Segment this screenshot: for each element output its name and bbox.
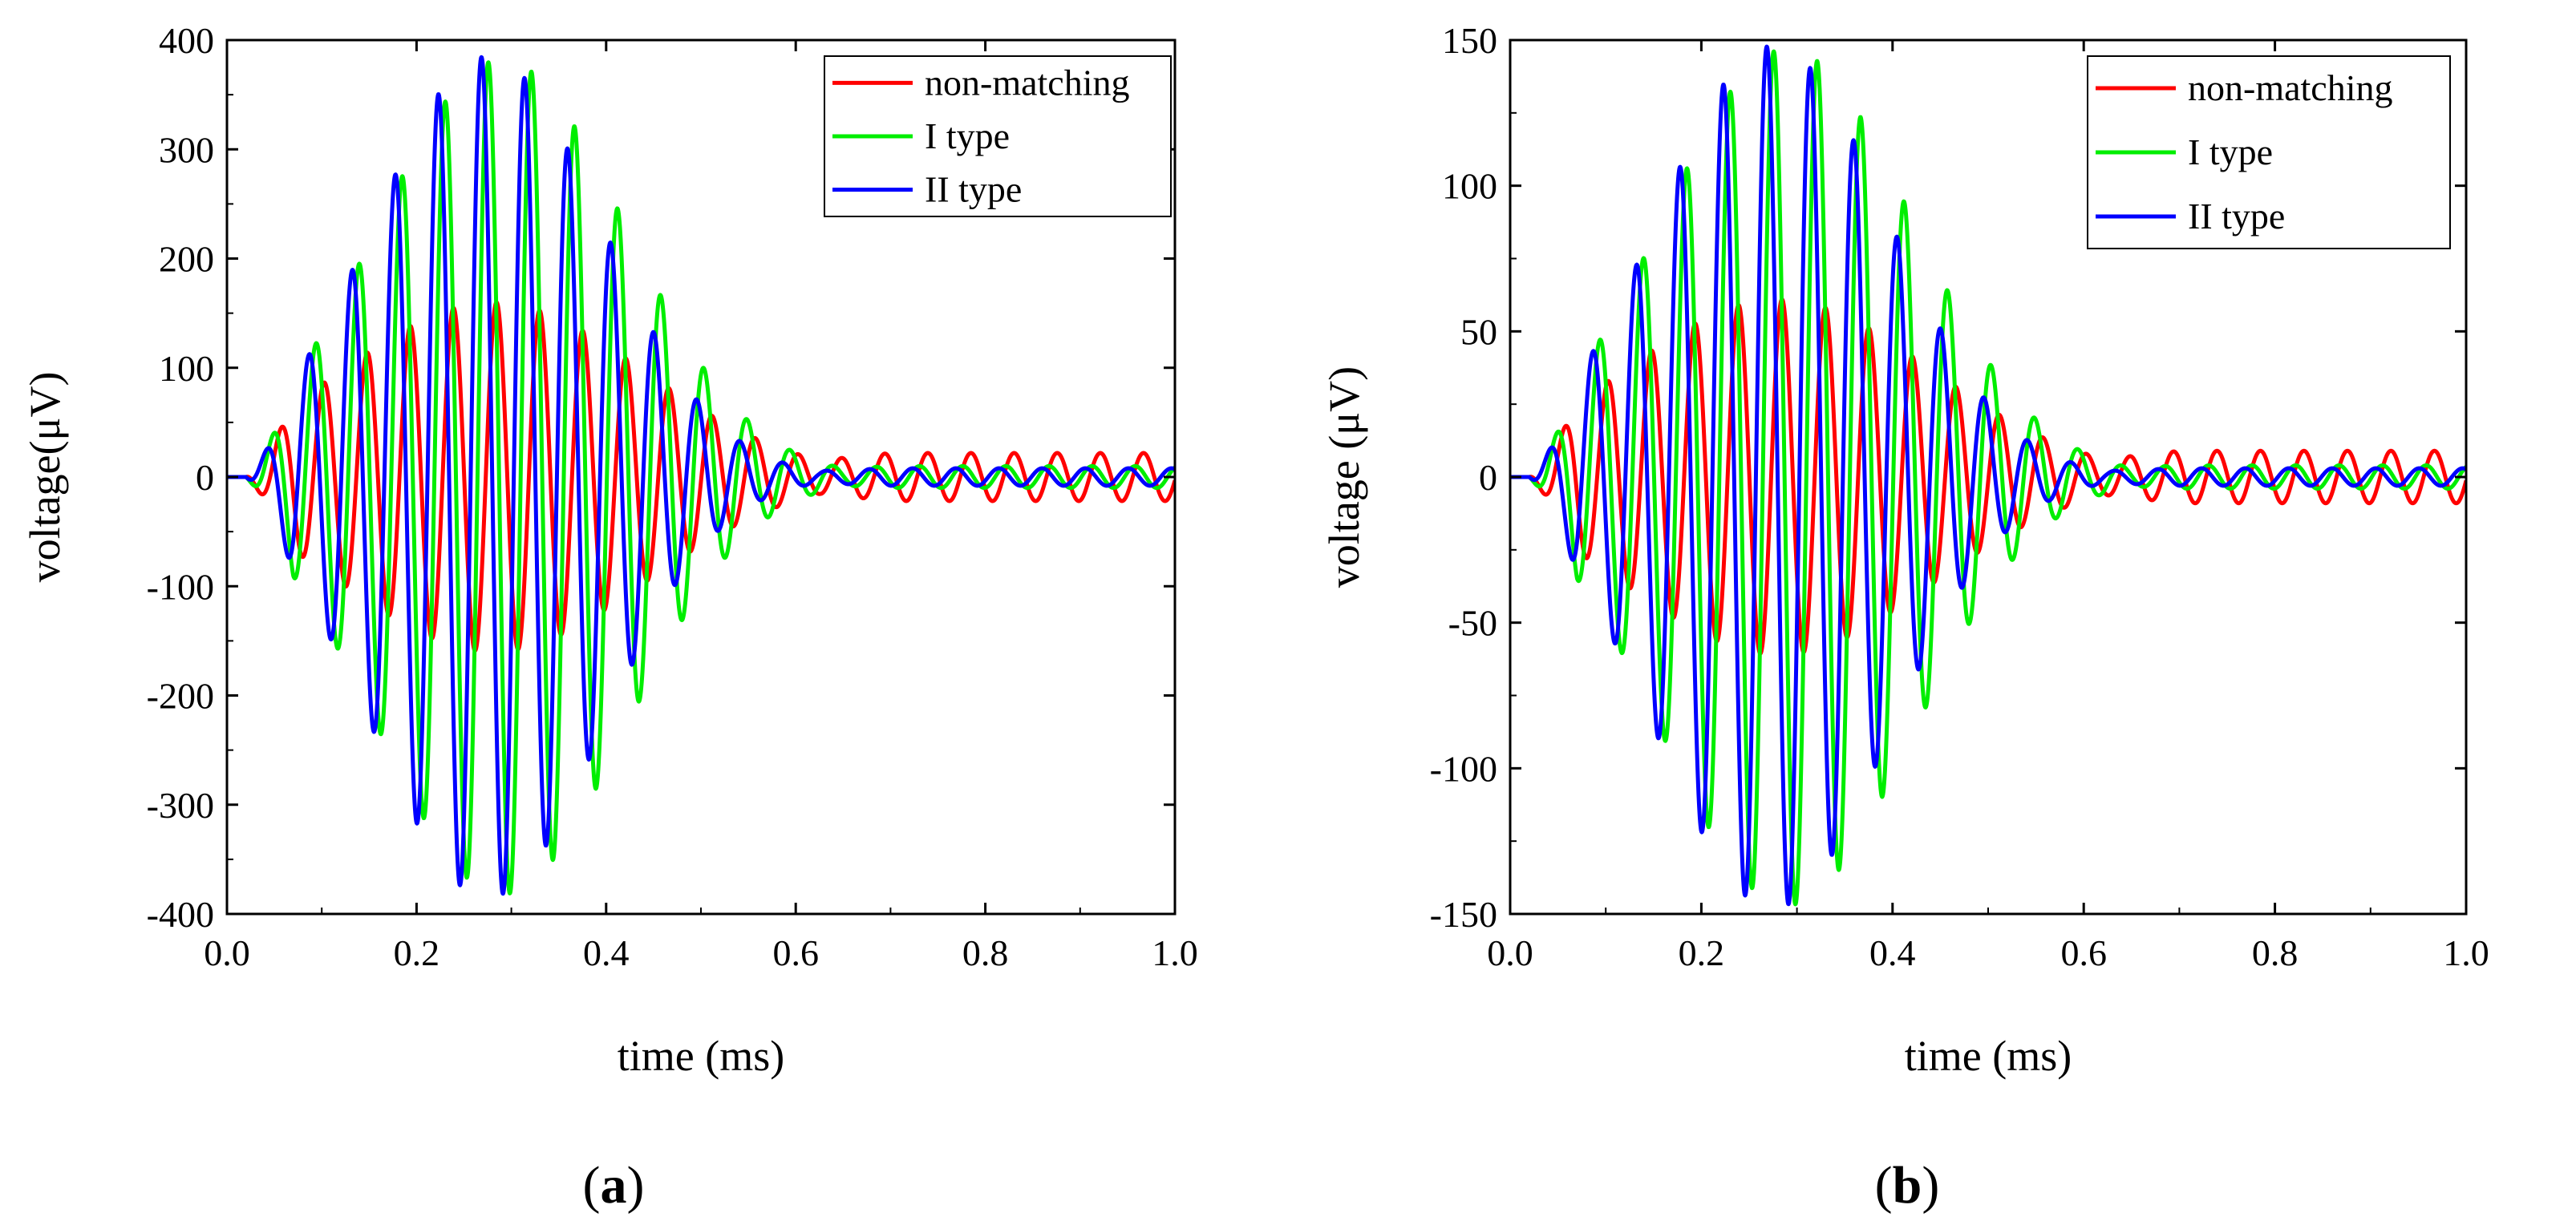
x-tick-label: 0.0 <box>204 932 250 973</box>
panel-caption-letter: b <box>1893 1156 1922 1215</box>
x-tick-label: 1.0 <box>1152 932 1198 973</box>
legend-label: non-matching <box>925 62 1130 103</box>
y-tick-label: -50 <box>1448 603 1497 644</box>
x-tick-label: 0.8 <box>962 932 1009 973</box>
series-line-ii-type <box>227 55 1175 896</box>
x-tick-label: 0.6 <box>772 932 819 973</box>
y-tick-label: 100 <box>159 348 214 389</box>
panel-caption: (a) <box>583 1156 645 1215</box>
series-group <box>227 55 1175 896</box>
legend: non-matching I type II type <box>824 55 1172 217</box>
y-tick-label: -100 <box>1430 748 1497 789</box>
legend-label: I type <box>925 115 1010 156</box>
x-tick-label: 0.2 <box>1679 932 1725 973</box>
y-tick-label: 50 <box>1460 311 1497 352</box>
panel-caption: (b) <box>1875 1156 1940 1215</box>
y-tick-label: 100 <box>1442 166 1497 207</box>
series-group <box>1510 44 2466 907</box>
y-tick-label: 200 <box>159 239 214 280</box>
x-axis-title: time (ms) <box>618 1032 784 1080</box>
series-line-non-matching <box>1510 297 2466 656</box>
y-tick-label: -150 <box>1430 894 1497 935</box>
y-axis-title: voltage (μV) <box>1320 366 1368 588</box>
y-tick-label: -200 <box>147 676 214 717</box>
x-axis-title: time (ms) <box>1905 1032 2072 1080</box>
legend: non-matching I type II type <box>2087 55 2451 249</box>
legend-label: non-matching <box>2188 67 2393 108</box>
x-tick-label: 1.0 <box>2443 932 2489 973</box>
y-tick-label: -400 <box>147 894 214 935</box>
y-tick-label: -100 <box>147 566 214 607</box>
legend-label: II type <box>2188 196 2285 237</box>
x-tick-label: 0.8 <box>2252 932 2299 973</box>
y-tick-label: 150 <box>1442 20 1497 61</box>
y-tick-label: 0 <box>1479 457 1497 498</box>
series-line-i-type <box>227 60 1175 896</box>
y-tick-label: 400 <box>159 20 214 61</box>
series-line-i-type <box>1510 49 2466 907</box>
y-tick-label: -300 <box>147 785 214 826</box>
legend-label: II type <box>925 169 1022 210</box>
x-tick-label: 0.6 <box>2060 932 2107 973</box>
panel-caption-letter: a <box>601 1156 627 1215</box>
x-tick-label: 0.2 <box>394 932 440 973</box>
x-tick-label: 0.4 <box>1869 932 1916 973</box>
series-line-non-matching <box>227 300 1175 653</box>
series-line-ii-type <box>1510 44 2466 907</box>
x-tick-label: 0.0 <box>1487 932 1533 973</box>
x-tick-label: 0.4 <box>583 932 630 973</box>
legend-label: I type <box>2188 131 2273 172</box>
y-tick-label: 300 <box>159 129 214 170</box>
y-axis-title: voltage(μV) <box>21 372 69 583</box>
y-tick-label: 0 <box>196 457 214 498</box>
